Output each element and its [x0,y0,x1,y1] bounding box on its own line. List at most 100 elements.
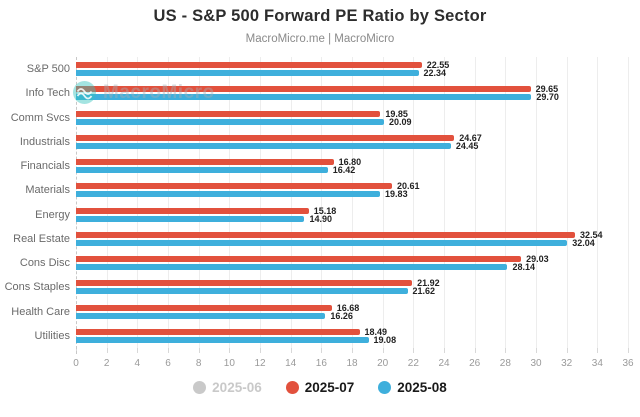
axis-tick [106,348,108,353]
gridline [290,57,292,348]
x-axis-label: 32 [561,358,573,369]
bar-2025-08[interactable] [76,167,328,174]
bar-2025-08[interactable] [76,239,568,246]
bar-2025-08[interactable] [76,118,385,125]
axis-tick [505,348,507,353]
bar-2025-08[interactable] [76,191,381,198]
bar-2025-07[interactable] [76,280,413,287]
bar-2025-07[interactable] [76,207,309,214]
gridline [474,57,476,348]
gridline [413,57,415,348]
value-label: 32.04 [572,237,595,248]
legend-dot-icon [285,381,299,394]
gridline [444,57,445,348]
x-axis-label: 8 [195,358,202,369]
x-axis-label: 18 [346,358,358,369]
category-label: Energy [35,208,70,221]
category-label: Materials [25,184,70,197]
category-label: Real Estate [13,232,70,245]
legend-item-2025-08[interactable]: 2025-08 [378,380,447,395]
value-label: 24.67 [459,132,482,143]
bar-2025-08[interactable] [76,94,532,101]
x-axis-label: 14 [285,358,297,369]
bar-2025-07[interactable] [76,134,455,141]
value-label: 24.45 [455,140,479,151]
value-label: 15.18 [313,205,337,216]
gridline [505,57,507,348]
axis-tick [260,348,261,353]
value-label: 32.54 [579,229,603,240]
bar-2025-08[interactable] [76,312,326,319]
bar-2025-07[interactable] [76,86,531,93]
value-label: 16.68 [336,302,360,313]
axis-tick [198,348,200,353]
x-axis-label: 26 [469,358,481,369]
bar-2025-07[interactable] [76,304,332,311]
value-label: 22.55 [426,60,450,71]
gridline [628,57,629,348]
x-axis-label: 20 [377,358,389,369]
value-label: 20.09 [389,116,412,127]
value-label: 16.26 [330,310,353,321]
value-label: 19.85 [385,108,408,119]
category-label: Utilities [34,329,70,342]
x-axis-label: 16 [315,358,327,369]
category-label: Comm Svcs [10,111,70,124]
value-label: 28.14 [512,262,535,273]
legend-label: 2025-07 [304,380,355,395]
category-label: Cons Disc [19,257,70,270]
gridline [536,57,537,348]
value-label: 21.62 [412,286,436,297]
gridline [168,57,169,348]
axis-tick [168,348,169,353]
gridline [321,57,323,348]
axis-tick [290,348,292,353]
x-axis-label: 2 [103,358,110,369]
legend-label: 2025-08 [397,380,447,395]
axis-tick [413,348,415,353]
bar-2025-08[interactable] [76,70,419,77]
bar-2025-07[interactable] [76,183,393,190]
chart-title: US - S&P 500 Forward PE Ratio by Sector [153,7,487,25]
value-label: 22.34 [423,68,447,79]
bar-2025-07[interactable] [76,159,334,166]
value-label: 16.80 [338,157,362,168]
legend-item-2025-06[interactable]: 2025-06 [193,380,262,395]
gridline [229,57,231,348]
bar-2025-07[interactable] [76,231,575,238]
bar-2025-08[interactable] [76,336,369,343]
gridline [198,57,200,348]
x-axis-label: 24 [438,358,450,369]
category-label: Cons Staples [4,281,70,294]
value-label: 19.83 [385,189,408,200]
bar-2025-07[interactable] [76,328,360,335]
bar-2025-07[interactable] [76,62,422,69]
bar-2025-08[interactable] [76,215,305,222]
gridline [597,57,599,348]
bar-2025-07[interactable] [76,256,522,263]
x-axis-label: 10 [223,358,235,369]
gridline [137,57,139,348]
category-label: S&P 500 [26,63,70,76]
bar-2025-08[interactable] [76,264,508,271]
axis-tick [536,348,537,353]
legend-label: 2025-06 [212,380,262,395]
value-label: 14.90 [309,213,332,224]
axis-tick [137,348,139,353]
axis-tick [321,348,323,353]
x-axis-label: 36 [622,358,634,369]
category-label: Info Tech [25,87,70,100]
bar-2025-08[interactable] [76,142,451,149]
value-label: 29.65 [535,84,559,95]
x-axis-label: 30 [530,358,542,369]
bar-2025-08[interactable] [76,288,408,295]
axis-tick [352,348,353,353]
gridline [106,57,108,348]
value-label: 20.61 [397,181,420,192]
axis-tick [597,348,599,353]
category-label: Industrials [19,135,70,148]
legend-item-2025-07[interactable]: 2025-07 [285,380,355,395]
bar-2025-07[interactable] [76,110,381,117]
gridline [260,57,261,348]
